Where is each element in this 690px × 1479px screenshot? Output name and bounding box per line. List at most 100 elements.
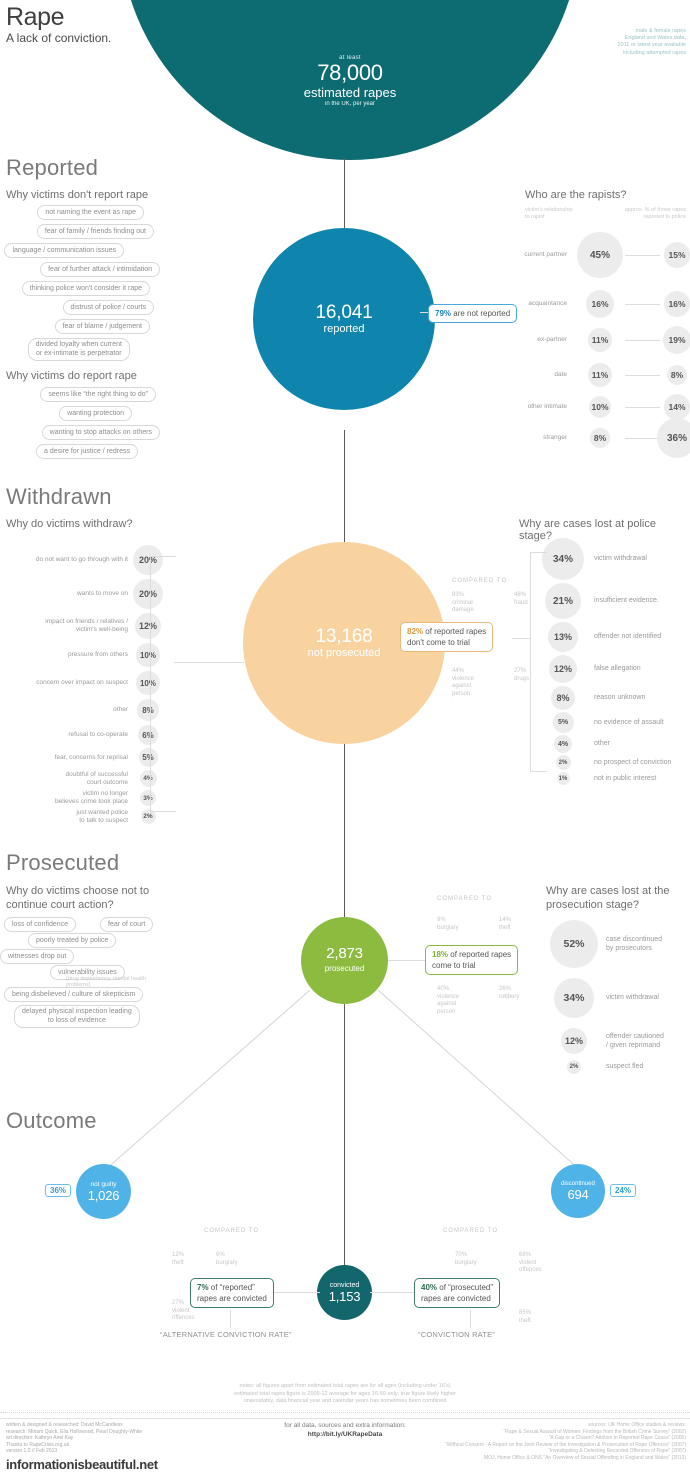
withdraw-reason-label: wants to move on (77, 590, 128, 597)
cmp-value: 40% (437, 986, 450, 992)
reason-pill: not naming the event as rape (37, 205, 144, 220)
not-prosecuted-number: 13,168 (315, 626, 373, 647)
rapist-reported-circle: 14% (664, 394, 690, 420)
police-reason-label: victim withdrawal (594, 555, 647, 562)
conv-rate-l2: rapes are convicted (421, 1294, 491, 1303)
police-reason-circle: 5% (552, 712, 574, 733)
withdraw-why-title: Why do victims withdraw? (6, 518, 133, 530)
prosecuted-reason-pill: being disbelieved / culture of skepticis… (4, 987, 144, 1002)
pill-row: not naming the event as rape (0, 203, 160, 222)
section-title-withdrawn: Withdrawn (6, 484, 112, 509)
reported-circle: 16,041 reported (253, 228, 435, 410)
withdrawn-cmp-0: 83% criminal damage (452, 592, 474, 615)
footer-sources: sources: UK Home Office studies & review… (445, 1422, 686, 1461)
footer-data-link[interactable]: http://bit.ly/UKRapeData (307, 1431, 383, 1438)
withdraw-reason-circle: 3% (140, 790, 156, 806)
title-sub: A lack of conviction. (6, 31, 112, 45)
cmp-label: criminal damage (452, 599, 474, 614)
cmp-value: 26% (499, 986, 512, 992)
rapist-reported-circle: 15% (664, 242, 690, 268)
hero-number: 78,000 (317, 60, 383, 85)
cmp-value: 68% (519, 1252, 532, 1258)
rapist-share-circle: 11% (588, 363, 612, 387)
rapist-share-circle: 11% (588, 328, 612, 352)
withdraw-reason-label: victim no longer believes crime took pla… (55, 790, 128, 805)
prosecuted-callout: 18% of reported rapes come to trial (425, 945, 519, 975)
alt-compared-head: COMPARED TO (204, 1228, 260, 1234)
police-reason-circle: 12% (549, 655, 577, 683)
cmp-label: violent offences (172, 1307, 195, 1322)
rapist-relationship-label: other intimate (527, 403, 567, 410)
rapist-relationship-label: ex-partner (537, 336, 567, 343)
reason-pill: distrust of police / courts (62, 300, 154, 315)
withdraw-reason-circle: 20% (133, 545, 163, 575)
police-reason-label: other (594, 740, 610, 747)
rapist-row-connector (625, 255, 660, 256)
cmp-value: 12% (172, 1252, 185, 1258)
spine-bottom (344, 995, 345, 1265)
cmp-label: violence against person (437, 993, 460, 1015)
rapists-title: Who are the rapists? (525, 189, 627, 201)
police-reason-label: insufficient evidence. (594, 597, 659, 604)
rapists-col2-head: approx. % of those rapes reported to pol… (624, 207, 686, 220)
prosecuted-callout-line (388, 960, 426, 961)
withdraw-reason-label: doubtful of successful court outcome (65, 770, 128, 786)
police-reason-label: no prospect of conviction (594, 758, 672, 766)
rapists-table: current partner 45% 15% acquaintance 16% 16% e… (505, 228, 690, 458)
reason-pill: wanting protection (59, 406, 132, 421)
conv-rate-callout: 40% of “prosecuted” rapes are convicted (414, 1278, 501, 1308)
prosecuted-cmp-3: 26% robbery (499, 986, 519, 1001)
stage-reason-circle: 52% (550, 920, 598, 968)
cmp-value: 6% (216, 1252, 225, 1258)
prosecuted-reason-pill: delayed physical inspection leading to lo… (14, 1005, 140, 1028)
pill-row: wanting protection (0, 404, 160, 423)
hero-prefix: at least (339, 55, 361, 61)
withdraw-bracket (150, 556, 176, 812)
cmp-label: robbery (499, 993, 520, 1000)
pill-row: fear of further attack / intimidation (0, 260, 160, 279)
spine-top (344, 158, 345, 258)
prosecuted-reason-pill: witnesses drop out (0, 949, 75, 964)
footer-divider (0, 1418, 690, 1419)
reason-pill: wanting to stop attacks on others (41, 425, 160, 440)
rapist-relationship-label: acquaintance (528, 300, 567, 307)
pill-row: seems like “the right thing to do” (0, 385, 160, 404)
pill-row: fear of blame / judgement (0, 317, 160, 336)
reason-pill: fear of family / friends finding out (36, 224, 154, 239)
withdrawn-cmp-2: 44% violence against person (452, 668, 474, 698)
rapist-share-circle: 16% (586, 290, 614, 318)
police-reason-circle: 34% (542, 538, 584, 580)
prosecuted-label: prosecuted (324, 964, 365, 973)
police-reason-circle: 21% (545, 583, 581, 619)
rapist-share-circle: 8% (590, 428, 610, 448)
discontinued-number: 694 (567, 1187, 589, 1202)
brand-logo[interactable]: informationisbeautiful.net (6, 1457, 158, 1472)
prosecuted-number: 2,873 (326, 945, 363, 962)
prosecuted-reason-pill: fear of court (100, 917, 154, 932)
hero-note: male & female rapes England and Wales da… (617, 28, 686, 56)
section-title-prosecuted: Prosecuted (6, 850, 120, 875)
stage-reason-label: offender cautioned / given reprimand (606, 1033, 664, 1049)
stage-reason-circle: 34% (554, 978, 594, 1018)
footer-divider-dotted (0, 1412, 690, 1413)
conv-compared-head: COMPARED TO (443, 1228, 499, 1234)
conv-rate-stem (470, 1310, 471, 1328)
withdraw-reason-circle: 20% (133, 579, 163, 609)
withdrawn-callout: 82% of reported rapes don't come to tria… (400, 622, 494, 652)
hero-sublabel: in the UK, per year (324, 101, 376, 107)
withdraw-reason-circle: 8% (137, 699, 159, 721)
pill-row: distrust of police / courts (0, 298, 160, 317)
alt-cmp-1: 6% burglary (216, 1252, 238, 1267)
cmp-label: burglary (437, 924, 459, 931)
title-main: Rape (6, 3, 65, 31)
police-reason-label: offender not identified (594, 633, 662, 640)
prosecuted-why-title: Why do victims choose not to continue co… (6, 885, 150, 911)
reason-pill: fear of blame / judgement (54, 319, 150, 334)
rapist-relationship-label: stranger (543, 434, 567, 441)
cmp-value: 83% (452, 592, 465, 598)
withdrawn-cmp-3: 27% drugs (514, 668, 529, 683)
section-title-reported: Reported (6, 155, 99, 180)
prosecuted-reason-pill: vulnerability issues (50, 965, 125, 980)
prosecuted-callout-l1: of reported rapes (448, 950, 512, 959)
stage-reason-label: victim withdrawal (606, 994, 659, 1001)
